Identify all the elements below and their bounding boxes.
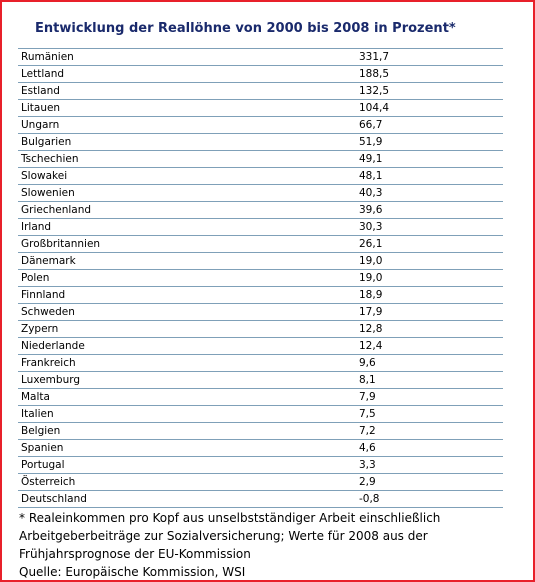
- percent-value: 4,6: [359, 442, 376, 454]
- country-name: Slowakei: [21, 170, 68, 182]
- percent-value: 2,9: [359, 476, 376, 488]
- percent-value: 7,5: [359, 408, 376, 420]
- footnote-line-1: * Realeinkommen pro Kopf aus unselbststä…: [19, 511, 441, 525]
- country-name: Belgien: [21, 425, 61, 437]
- country-name: Zypern: [21, 323, 59, 335]
- country-name: Tschechien: [21, 153, 79, 165]
- percent-value: 132,5: [359, 85, 390, 97]
- country-name: Polen: [21, 272, 50, 284]
- country-name: Niederlande: [21, 340, 85, 352]
- percent-value: 8,1: [359, 374, 376, 386]
- percent-value: -0,8: [359, 493, 380, 505]
- wage-table: Rumänien 331,7 Lettland 188,5 Estland 132,5 Li…: [18, 48, 503, 508]
- table-row: Österreich 2,9: [18, 474, 503, 491]
- table-row: Schweden 17,9: [18, 304, 503, 321]
- country-name: Portugal: [21, 459, 65, 471]
- percent-value: 12,4: [359, 340, 383, 352]
- percent-value: 17,9: [359, 306, 383, 318]
- percent-value: 48,1: [359, 170, 383, 182]
- table-row: Großbritannien 26,1: [18, 236, 503, 253]
- country-name: Lettland: [21, 68, 65, 80]
- table-row: Lettland 188,5: [18, 66, 503, 83]
- country-name: Bulgarien: [21, 136, 72, 148]
- table-row: Italien 7,5: [18, 406, 503, 423]
- percent-value: 331,7: [359, 51, 390, 63]
- percent-value: 30,3: [359, 221, 383, 233]
- country-name: Italien: [21, 408, 54, 420]
- table-row: Estland 132,5: [18, 83, 503, 100]
- country-name: Litauen: [21, 102, 61, 114]
- table-row: Frankreich 9,6: [18, 355, 503, 372]
- country-name: Griechenland: [21, 204, 92, 216]
- percent-value: 40,3: [359, 187, 383, 199]
- percent-value: 104,4: [359, 102, 390, 114]
- table-row: Spanien 4,6: [18, 440, 503, 457]
- percent-value: 7,9: [359, 391, 376, 403]
- table-row: Rumänien 331,7: [18, 49, 503, 66]
- percent-value: 19,0: [359, 255, 383, 267]
- country-name: Finnland: [21, 289, 66, 301]
- footnote-line-3: Frühjahrsprognose der EU-Kommission: [19, 547, 251, 561]
- percent-value: 39,6: [359, 204, 383, 216]
- percent-value: 19,0: [359, 272, 383, 284]
- table-row: Polen 19,0: [18, 270, 503, 287]
- table-row: Irland 30,3: [18, 219, 503, 236]
- percent-value: 188,5: [359, 68, 390, 80]
- country-name: Estland: [21, 85, 60, 97]
- country-name: Frankreich: [21, 357, 76, 369]
- table-row: Litauen 104,4: [18, 100, 503, 117]
- country-name: Deutschland: [21, 493, 87, 505]
- country-name: Schweden: [21, 306, 75, 318]
- table-row: Slowenien 40,3: [18, 185, 503, 202]
- country-name: Großbritannien: [21, 238, 101, 250]
- table-row: Zypern 12,8: [18, 321, 503, 338]
- footnote-line-2: Arbeitgeberbeiträge zur Sozialversicheru…: [19, 529, 428, 543]
- table-row: Finnland 18,9: [18, 287, 503, 304]
- percent-value: 9,6: [359, 357, 376, 369]
- table-row: Portugal 3,3: [18, 457, 503, 474]
- table-row: Deutschland -0,8: [18, 491, 503, 508]
- country-name: Spanien: [21, 442, 64, 454]
- country-name: Österreich: [21, 476, 76, 488]
- table-row: Belgien 7,2: [18, 423, 503, 440]
- footnote: * Realeinkommen pro Kopf aus unselbststä…: [19, 509, 499, 581]
- country-name: Ungarn: [21, 119, 60, 131]
- table-row: Griechenland 39,6: [18, 202, 503, 219]
- source-line: Quelle: Europäische Kommission, WSI: [19, 565, 246, 579]
- percent-value: 3,3: [359, 459, 376, 471]
- table-row: Ungarn 66,7: [18, 117, 503, 134]
- table-row: Tschechien 49,1: [18, 151, 503, 168]
- percent-value: 18,9: [359, 289, 383, 301]
- percent-value: 7,2: [359, 425, 376, 437]
- table-title: Entwicklung der Reallöhne von 2000 bis 2…: [35, 21, 456, 36]
- table-row: Niederlande 12,4: [18, 338, 503, 355]
- percent-value: 66,7: [359, 119, 383, 131]
- country-name: Dänemark: [21, 255, 76, 267]
- country-name: Luxemburg: [21, 374, 81, 386]
- country-name: Rumänien: [21, 51, 74, 63]
- country-name: Slowenien: [21, 187, 75, 199]
- table-row: Malta 7,9: [18, 389, 503, 406]
- percent-value: 26,1: [359, 238, 383, 250]
- table-row: Dänemark 19,0: [18, 253, 503, 270]
- percent-value: 49,1: [359, 153, 383, 165]
- country-name: Malta: [21, 391, 50, 403]
- table-row: Luxemburg 8,1: [18, 372, 503, 389]
- percent-value: 12,8: [359, 323, 383, 335]
- country-name: Irland: [21, 221, 52, 233]
- table-row: Bulgarien 51,9: [18, 134, 503, 151]
- table-row: Slowakei 48,1: [18, 168, 503, 185]
- percent-value: 51,9: [359, 136, 383, 148]
